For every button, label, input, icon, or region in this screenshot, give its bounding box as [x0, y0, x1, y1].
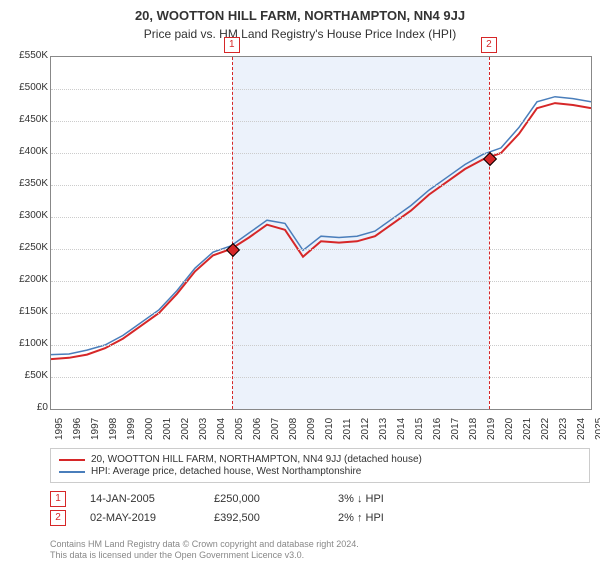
gridline: [51, 153, 591, 154]
x-tick-label: 2008: [288, 418, 299, 440]
gridline: [51, 185, 591, 186]
x-tick-label: 2005: [234, 418, 245, 440]
chart-subtitle: Price paid vs. HM Land Registry's House …: [0, 27, 600, 41]
chart-container: 20, WOOTTON HILL FARM, NORTHAMPTON, NN4 …: [0, 8, 600, 568]
legend-swatch: [59, 459, 85, 461]
x-tick-label: 2012: [360, 418, 371, 440]
y-tick-label: £400K: [2, 146, 48, 157]
gridline: [51, 313, 591, 314]
event-date: 14-JAN-2005: [90, 493, 190, 505]
footnote-line2: This data is licensed under the Open Gov…: [50, 550, 304, 560]
gridline: [51, 377, 591, 378]
x-tick-label: 2020: [504, 418, 515, 440]
event-delta: 2% ↑ HPI: [338, 512, 438, 524]
footnote-line1: Contains HM Land Registry data © Crown c…: [50, 539, 359, 549]
legend-row: HPI: Average price, detached house, West…: [59, 466, 581, 477]
event-price: £392,500: [214, 512, 314, 524]
legend-label: HPI: Average price, detached house, West…: [91, 466, 361, 477]
x-tick-label: 2000: [144, 418, 155, 440]
gridline: [51, 217, 591, 218]
x-tick-label: 1995: [54, 418, 65, 440]
event-number-box: 1: [50, 491, 66, 507]
y-tick-label: £300K: [2, 210, 48, 221]
event-table-row: 1 14-JAN-2005 £250,000 3% ↓ HPI: [50, 491, 590, 507]
x-tick-label: 2016: [432, 418, 443, 440]
x-tick-label: 2018: [468, 418, 479, 440]
event-line: [232, 57, 233, 409]
x-tick-label: 2015: [414, 418, 425, 440]
x-tick-label: 2025: [594, 418, 600, 440]
gridline: [51, 249, 591, 250]
event-marker-box: 1: [224, 37, 240, 53]
y-tick-label: £500K: [2, 82, 48, 93]
x-tick-label: 2006: [252, 418, 263, 440]
y-tick-label: £350K: [2, 178, 48, 189]
plot-area: 12: [50, 56, 592, 410]
x-tick-label: 2021: [522, 418, 533, 440]
x-tick-label: 1998: [108, 418, 119, 440]
chart-title: 20, WOOTTON HILL FARM, NORTHAMPTON, NN4 …: [0, 8, 600, 23]
event-delta: 3% ↓ HPI: [338, 493, 438, 505]
x-tick-label: 2003: [198, 418, 209, 440]
event-number-box: 2: [50, 510, 66, 526]
legend-row: 20, WOOTTON HILL FARM, NORTHAMPTON, NN4 …: [59, 454, 581, 465]
x-tick-label: 2010: [324, 418, 335, 440]
x-tick-label: 2017: [450, 418, 461, 440]
y-tick-label: £50K: [2, 370, 48, 381]
event-marker-box: 2: [481, 37, 497, 53]
series-line: [51, 97, 591, 355]
x-tick-label: 2019: [486, 418, 497, 440]
legend-label: 20, WOOTTON HILL FARM, NORTHAMPTON, NN4 …: [91, 454, 422, 465]
y-tick-label: £100K: [2, 338, 48, 349]
gridline: [51, 281, 591, 282]
y-tick-label: £200K: [2, 274, 48, 285]
y-tick-label: £550K: [2, 50, 48, 61]
x-tick-label: 2007: [270, 418, 281, 440]
event-price: £250,000: [214, 493, 314, 505]
x-tick-label: 2004: [216, 418, 227, 440]
x-tick-label: 2024: [576, 418, 587, 440]
series-line: [51, 103, 591, 359]
x-tick-label: 2014: [396, 418, 407, 440]
event-date: 02-MAY-2019: [90, 512, 190, 524]
y-tick-label: £0: [2, 402, 48, 413]
line-series-svg: [51, 57, 591, 409]
x-tick-label: 2023: [558, 418, 569, 440]
event-line: [489, 57, 490, 409]
y-tick-label: £150K: [2, 306, 48, 317]
gridline: [51, 121, 591, 122]
x-tick-label: 1999: [126, 418, 137, 440]
y-tick-label: £250K: [2, 242, 48, 253]
event-table: 1 14-JAN-2005 £250,000 3% ↓ HPI 2 02-MAY-2019…: [50, 491, 590, 526]
legend: 20, WOOTTON HILL FARM, NORTHAMPTON, NN4 …: [50, 448, 590, 529]
event-table-row: 2 02-MAY-2019 £392,500 2% ↑ HPI: [50, 510, 590, 526]
gridline: [51, 345, 591, 346]
legend-swatch: [59, 471, 85, 473]
x-tick-label: 2002: [180, 418, 191, 440]
x-tick-label: 1997: [90, 418, 101, 440]
gridline: [51, 89, 591, 90]
x-tick-label: 2001: [162, 418, 173, 440]
x-tick-label: 1996: [72, 418, 83, 440]
x-tick-label: 2022: [540, 418, 551, 440]
footnote: Contains HM Land Registry data © Crown c…: [50, 539, 359, 562]
x-tick-label: 2011: [342, 418, 353, 440]
x-tick-label: 2009: [306, 418, 317, 440]
y-tick-label: £450K: [2, 114, 48, 125]
x-tick-label: 2013: [378, 418, 389, 440]
legend-box: 20, WOOTTON HILL FARM, NORTHAMPTON, NN4 …: [50, 448, 590, 483]
